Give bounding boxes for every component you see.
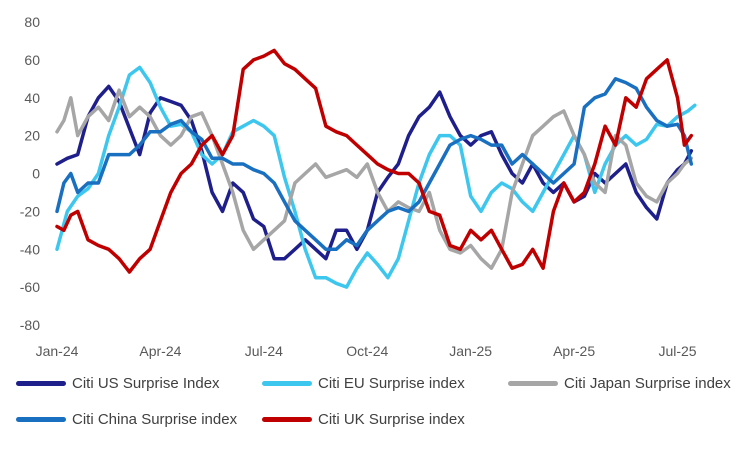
y-tick-label: -60 — [20, 279, 40, 295]
legend-label-eu: Citi EU Surprise index — [318, 374, 465, 392]
legend-item-china: Citi China Surprise index — [16, 408, 237, 430]
legend-item-uk: Citi UK Surprise index — [262, 408, 465, 430]
y-tick-label: 0 — [32, 166, 40, 182]
series-line-citi-us-surprise-index — [55, 84, 694, 261]
series-line-citi-japan-surprise-index — [55, 88, 694, 270]
legend-label-china: Citi China Surprise index — [72, 410, 238, 428]
legend-item-eu: Citi EU Surprise index — [262, 372, 465, 394]
legend: Citi US Surprise Index Citi EU Surprise … — [0, 368, 750, 448]
legend-item-japan: Citi Japan Surprise index — [508, 372, 731, 394]
y-tick-label: -80 — [20, 317, 40, 333]
series-line-citi-eu-surprise-index — [55, 65, 697, 289]
legend-swatch-japan — [508, 380, 558, 386]
legend-swatch-uk — [262, 416, 312, 422]
y-tick-label: -20 — [20, 203, 40, 219]
y-axis-ticks: 80 60 40 20 0 -20 -40 -60 -80 — [20, 14, 40, 333]
y-tick-label: 80 — [24, 14, 40, 30]
legend-label-us: Citi US Surprise Index — [72, 374, 220, 392]
x-tick-label: Jul-24 — [245, 343, 283, 359]
y-tick-label: 20 — [24, 128, 40, 144]
series-line-citi-uk-surprise-index — [55, 48, 694, 274]
legend-swatch-china — [16, 416, 66, 422]
legend-item-us: Citi US Surprise Index — [16, 372, 220, 394]
x-tick-label: Jul-25 — [658, 343, 696, 359]
x-tick-label: Apr-25 — [553, 343, 595, 359]
x-tick-label: Jan-24 — [36, 343, 79, 359]
chart: 80 60 40 20 0 -20 -40 -60 -80 Jan-24 Apr-24 Jul-24… — [20, 14, 697, 359]
y-tick-label: 60 — [24, 52, 40, 68]
x-tick-label: Oct-24 — [346, 343, 388, 359]
series-lines — [55, 48, 697, 289]
y-tick-label: 40 — [24, 90, 40, 106]
series-line-citi-china-surprise-index — [55, 77, 694, 252]
legend-label-japan: Citi Japan Surprise index — [564, 374, 731, 392]
legend-label-uk: Citi UK Surprise index — [318, 410, 465, 428]
x-axis-ticks: Jan-24 Apr-24 Jul-24 Oct-24 Jan-25 Apr-25 Jul-… — [36, 343, 697, 359]
x-tick-label: Jan-25 — [449, 343, 492, 359]
x-tick-label: Apr-24 — [139, 343, 181, 359]
legend-swatch-eu — [262, 380, 312, 386]
y-tick-label: -40 — [20, 241, 40, 257]
legend-swatch-us — [16, 380, 66, 386]
